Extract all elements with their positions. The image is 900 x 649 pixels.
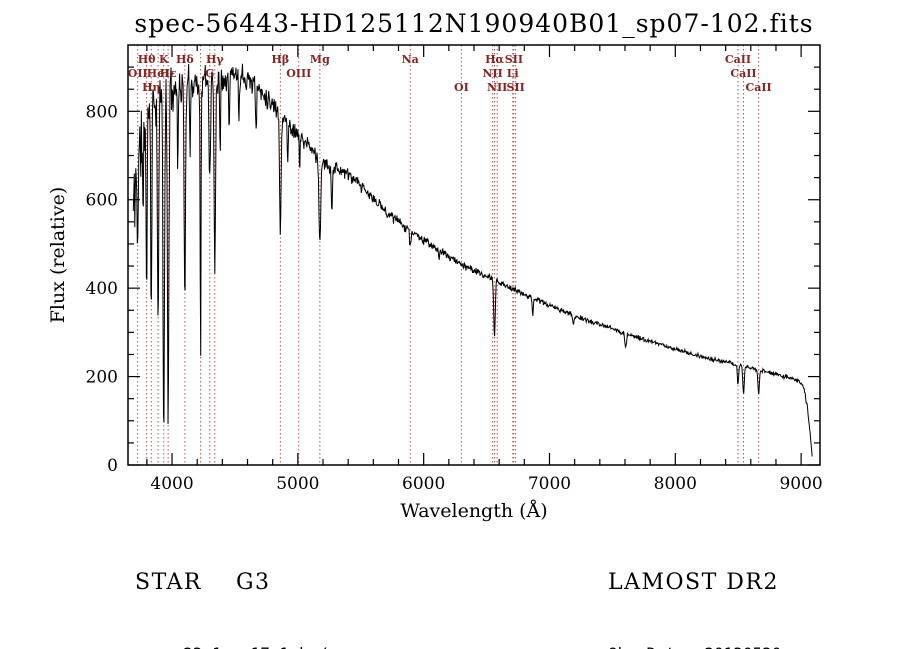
axis-labels: 4000 5000 6000 7000 8000 9000 0 200 400 600 800 Wav… (47, 102, 823, 522)
y-tick-label: 200 (86, 368, 118, 388)
cz-value: cz = 23.1 ± 17.1 km/s (135, 644, 434, 649)
y-tick-label: 800 (86, 102, 118, 122)
spectral-line-label: CaII (730, 67, 756, 80)
spectral-line-label: SII (505, 53, 523, 66)
y-axis-title: Flux (relative) (47, 187, 69, 324)
spectrum-curve (132, 63, 813, 457)
target-info-block: STAR G3 cz = 23.1 ± 17.1 km/s RA = 193.8… (135, 532, 434, 649)
x-tick-label: 9000 (779, 474, 822, 494)
x-tick-label: 6000 (402, 474, 445, 494)
spectral-line-label: Hε (160, 67, 177, 80)
spectral-line-label: OIII (286, 67, 311, 80)
spectral-line-label: Hδ (176, 53, 194, 66)
spectral-line-label: Hη (142, 81, 160, 94)
spectral-line-label: OII (128, 67, 148, 80)
spectral-line-label: OI (454, 81, 469, 94)
spectral-line-label: Mg (310, 53, 330, 66)
spectral-line-label: HeI (147, 67, 170, 80)
x-tick-label: 8000 (654, 474, 697, 494)
survey-label: LAMOST DR2 (608, 570, 779, 595)
spectral-line-label: NII (487, 81, 507, 94)
x-tick-label: 4000 (150, 474, 193, 494)
survey-info-block: LAMOST DR2 Obs-Date: 20130530 (608, 532, 781, 649)
spectral-line-label: Hγ (206, 53, 224, 66)
axes-box (127, 44, 821, 466)
spectral-line-label: Li (507, 67, 519, 80)
spectral-line-label: K (159, 53, 169, 66)
spectral-line-label: Hβ (272, 53, 290, 66)
x-tick-label: 5000 (276, 474, 319, 494)
spectral-line-label: SII (507, 81, 525, 94)
spectral-line-label: Hθ (138, 53, 156, 66)
spectral-line-label: CaII (746, 81, 772, 94)
y-tick-label: 400 (86, 279, 118, 299)
spectral-line-label: G (205, 67, 214, 80)
obs-date: Obs-Date: 20130530 (608, 644, 781, 649)
y-tick-label: 600 (86, 191, 118, 211)
star-class-label: STAR G3 (135, 570, 271, 595)
spectral-line-label: CaII (725, 53, 751, 66)
spectral-line-label: Na (402, 53, 419, 66)
axis-ticks (128, 45, 820, 466)
plot-title: spec-56443-HD125112N190940B01_sp07-102.f… (134, 9, 814, 38)
x-axis-title: Wavelength (Å) (400, 500, 547, 522)
spectral-line-label: Hα (485, 53, 504, 66)
y-tick-label: 0 (107, 456, 118, 476)
spectral-line-label: NII (482, 67, 502, 80)
spectral-line-markers (137, 45, 760, 465)
x-tick-label: 7000 (528, 474, 571, 494)
